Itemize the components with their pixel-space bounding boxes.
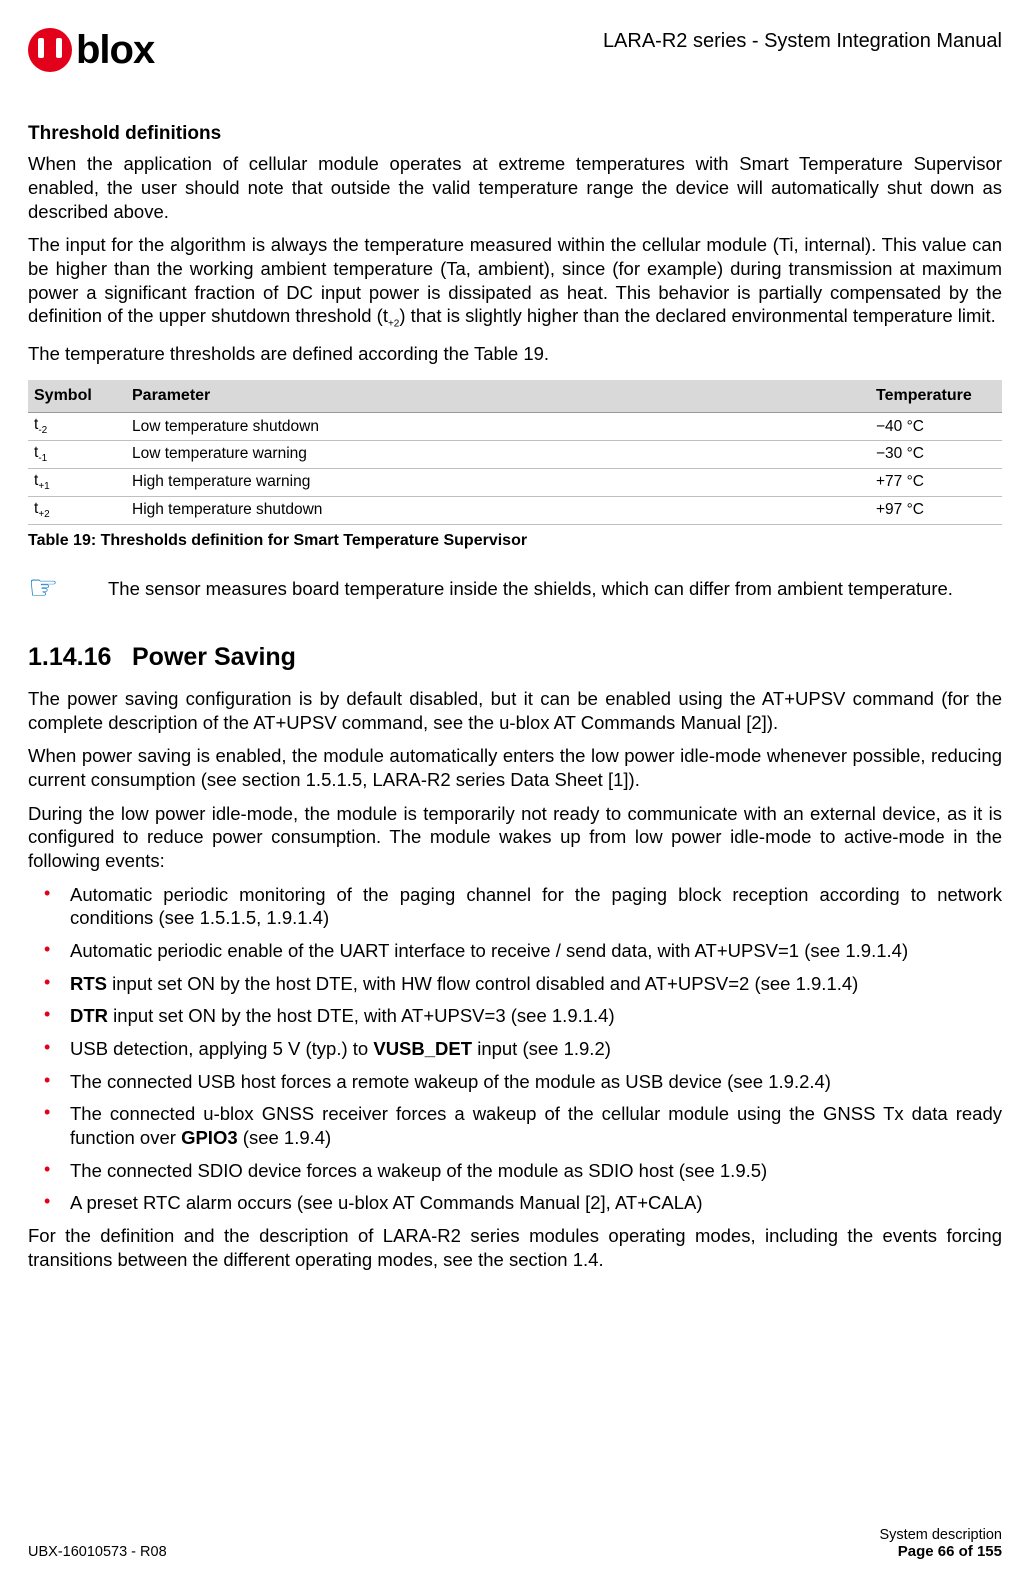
list-item: A preset RTC alarm occurs (see u-blox AT…	[38, 1191, 1002, 1215]
logo-mark-icon	[28, 28, 72, 72]
list-item: The connected u-blox GNSS receiver force…	[38, 1102, 1002, 1149]
cell-symbol: t+2	[28, 496, 126, 524]
footer-doc-id: UBX-16010573 - R08	[28, 1544, 167, 1560]
cell-symbol: t-2	[28, 412, 126, 440]
list-item: Automatic periodic monitoring of the pag…	[38, 883, 1002, 930]
list-item: DTR input set ON by the host DTE, with A…	[38, 1004, 1002, 1028]
cell-temp: −30 °C	[870, 440, 1002, 468]
threshold-p3: The temperature thresholds are defined a…	[28, 342, 1002, 366]
threshold-p2: The input for the algorithm is always th…	[28, 233, 1002, 332]
dtr-label: DTR	[70, 1005, 108, 1026]
table-header-row: Symbol Parameter Temperature	[28, 380, 1002, 413]
cell-symbol: t-1	[28, 440, 126, 468]
table-row: t-1 Low temperature warning −30 °C	[28, 440, 1002, 468]
logo: blox	[28, 28, 154, 72]
threshold-heading: Threshold definitions	[28, 122, 1002, 146]
table-caption: Table 19: Thresholds definition for Smar…	[28, 531, 1002, 551]
ps-p4: For the definition and the description o…	[28, 1224, 1002, 1271]
ps-p3: During the low power idle-mode, the modu…	[28, 802, 1002, 873]
footer-right: System description Page 66 of 155	[880, 1527, 1003, 1560]
table-row: t+2 High temperature shutdown +97 °C	[28, 496, 1002, 524]
note-text: The sensor measures board temperature in…	[108, 571, 953, 601]
vusb-det-label: VUSB_DET	[373, 1038, 472, 1059]
gpio3-label: GPIO3	[181, 1127, 238, 1148]
page-footer: UBX-16010573 - R08 System description Pa…	[28, 1527, 1002, 1560]
cell-temp: +77 °C	[870, 468, 1002, 496]
note-block: ☞ The sensor measures board temperature …	[28, 571, 1002, 605]
cell-temp: +97 °C	[870, 496, 1002, 524]
cell-temp: −40 °C	[870, 412, 1002, 440]
cell-param: Low temperature shutdown	[126, 412, 870, 440]
list-item: USB detection, applying 5 V (typ.) to VU…	[38, 1037, 1002, 1061]
document-title: LARA-R2 series - System Integration Manu…	[603, 28, 1002, 53]
ps-p1: The power saving configuration is by def…	[28, 687, 1002, 734]
footer-section: System description	[880, 1527, 1003, 1543]
page-body: Threshold definitions When the applicati…	[28, 122, 1002, 1271]
footer-page-number: Page 66 of 155	[880, 1543, 1003, 1560]
section-title: Power Saving	[132, 643, 296, 671]
power-saving-heading: 1.14.16Power Saving	[28, 641, 1002, 673]
page-header: blox LARA-R2 series - System Integration…	[28, 28, 1002, 72]
col-parameter: Parameter	[126, 380, 870, 413]
pointing-hand-icon: ☞	[28, 571, 108, 605]
thresholds-table: Symbol Parameter Temperature t-2 Low tem…	[28, 380, 1002, 525]
ps-p2: When power saving is enabled, the module…	[28, 744, 1002, 791]
wakeup-events-list: Automatic periodic monitoring of the pag…	[28, 883, 1002, 1215]
col-symbol: Symbol	[28, 380, 126, 413]
list-item: The connected SDIO device forces a wakeu…	[38, 1159, 1002, 1183]
list-item: The connected USB host forces a remote w…	[38, 1070, 1002, 1094]
cell-param: High temperature shutdown	[126, 496, 870, 524]
table-row: t+1 High temperature warning +77 °C	[28, 468, 1002, 496]
logo-text: blox	[76, 28, 154, 72]
table-row: t-2 Low temperature shutdown −40 °C	[28, 412, 1002, 440]
sub-plus2: +2	[388, 319, 399, 330]
rts-label: RTS	[70, 973, 107, 994]
list-item: RTS input set ON by the host DTE, with H…	[38, 972, 1002, 996]
col-temperature: Temperature	[870, 380, 1002, 413]
page: blox LARA-R2 series - System Integration…	[0, 0, 1030, 1582]
threshold-p2b: ) that is slightly higher than the decla…	[399, 305, 995, 326]
cell-param: High temperature warning	[126, 468, 870, 496]
cell-symbol: t+1	[28, 468, 126, 496]
cell-param: Low temperature warning	[126, 440, 870, 468]
threshold-p1: When the application of cellular module …	[28, 152, 1002, 223]
list-item: Automatic periodic enable of the UART in…	[38, 939, 1002, 963]
section-number: 1.14.16	[28, 641, 132, 673]
